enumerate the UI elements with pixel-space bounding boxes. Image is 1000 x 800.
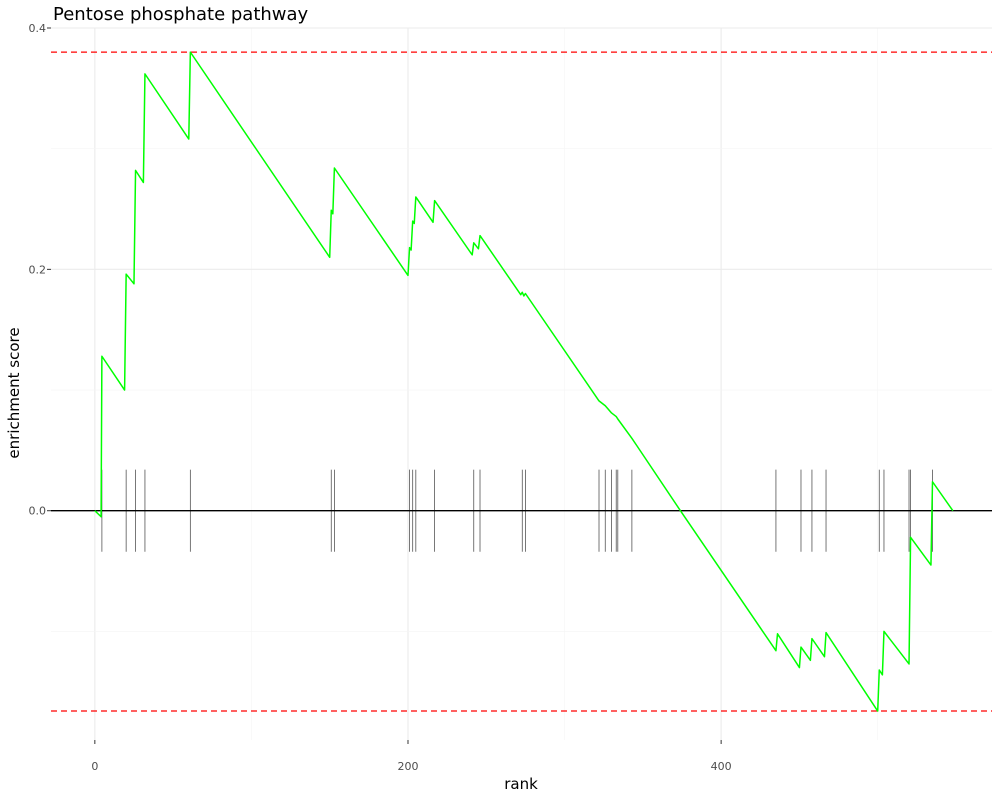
grid-lines [51, 27, 992, 740]
axis-ticks: 0 200 400 0.0 0.2 0.4 [29, 22, 732, 773]
x-axis-title: rank [504, 775, 538, 793]
x-tick-label: 0 [91, 760, 98, 773]
enrichment-score-line [94, 51, 954, 712]
chart-title: Pentose phosphate pathway [53, 4, 309, 25]
series-layer [94, 51, 954, 712]
y-tick-label: 0.2 [29, 263, 47, 276]
y-tick-label: 0.4 [29, 22, 47, 35]
x-tick-label: 400 [711, 760, 732, 773]
y-tick-label: 0.0 [29, 505, 47, 518]
plot-panel [51, 28, 992, 740]
reference-lines [51, 51, 992, 712]
y-axis-title: enrichment score [5, 327, 23, 458]
x-tick-label: 200 [397, 760, 418, 773]
